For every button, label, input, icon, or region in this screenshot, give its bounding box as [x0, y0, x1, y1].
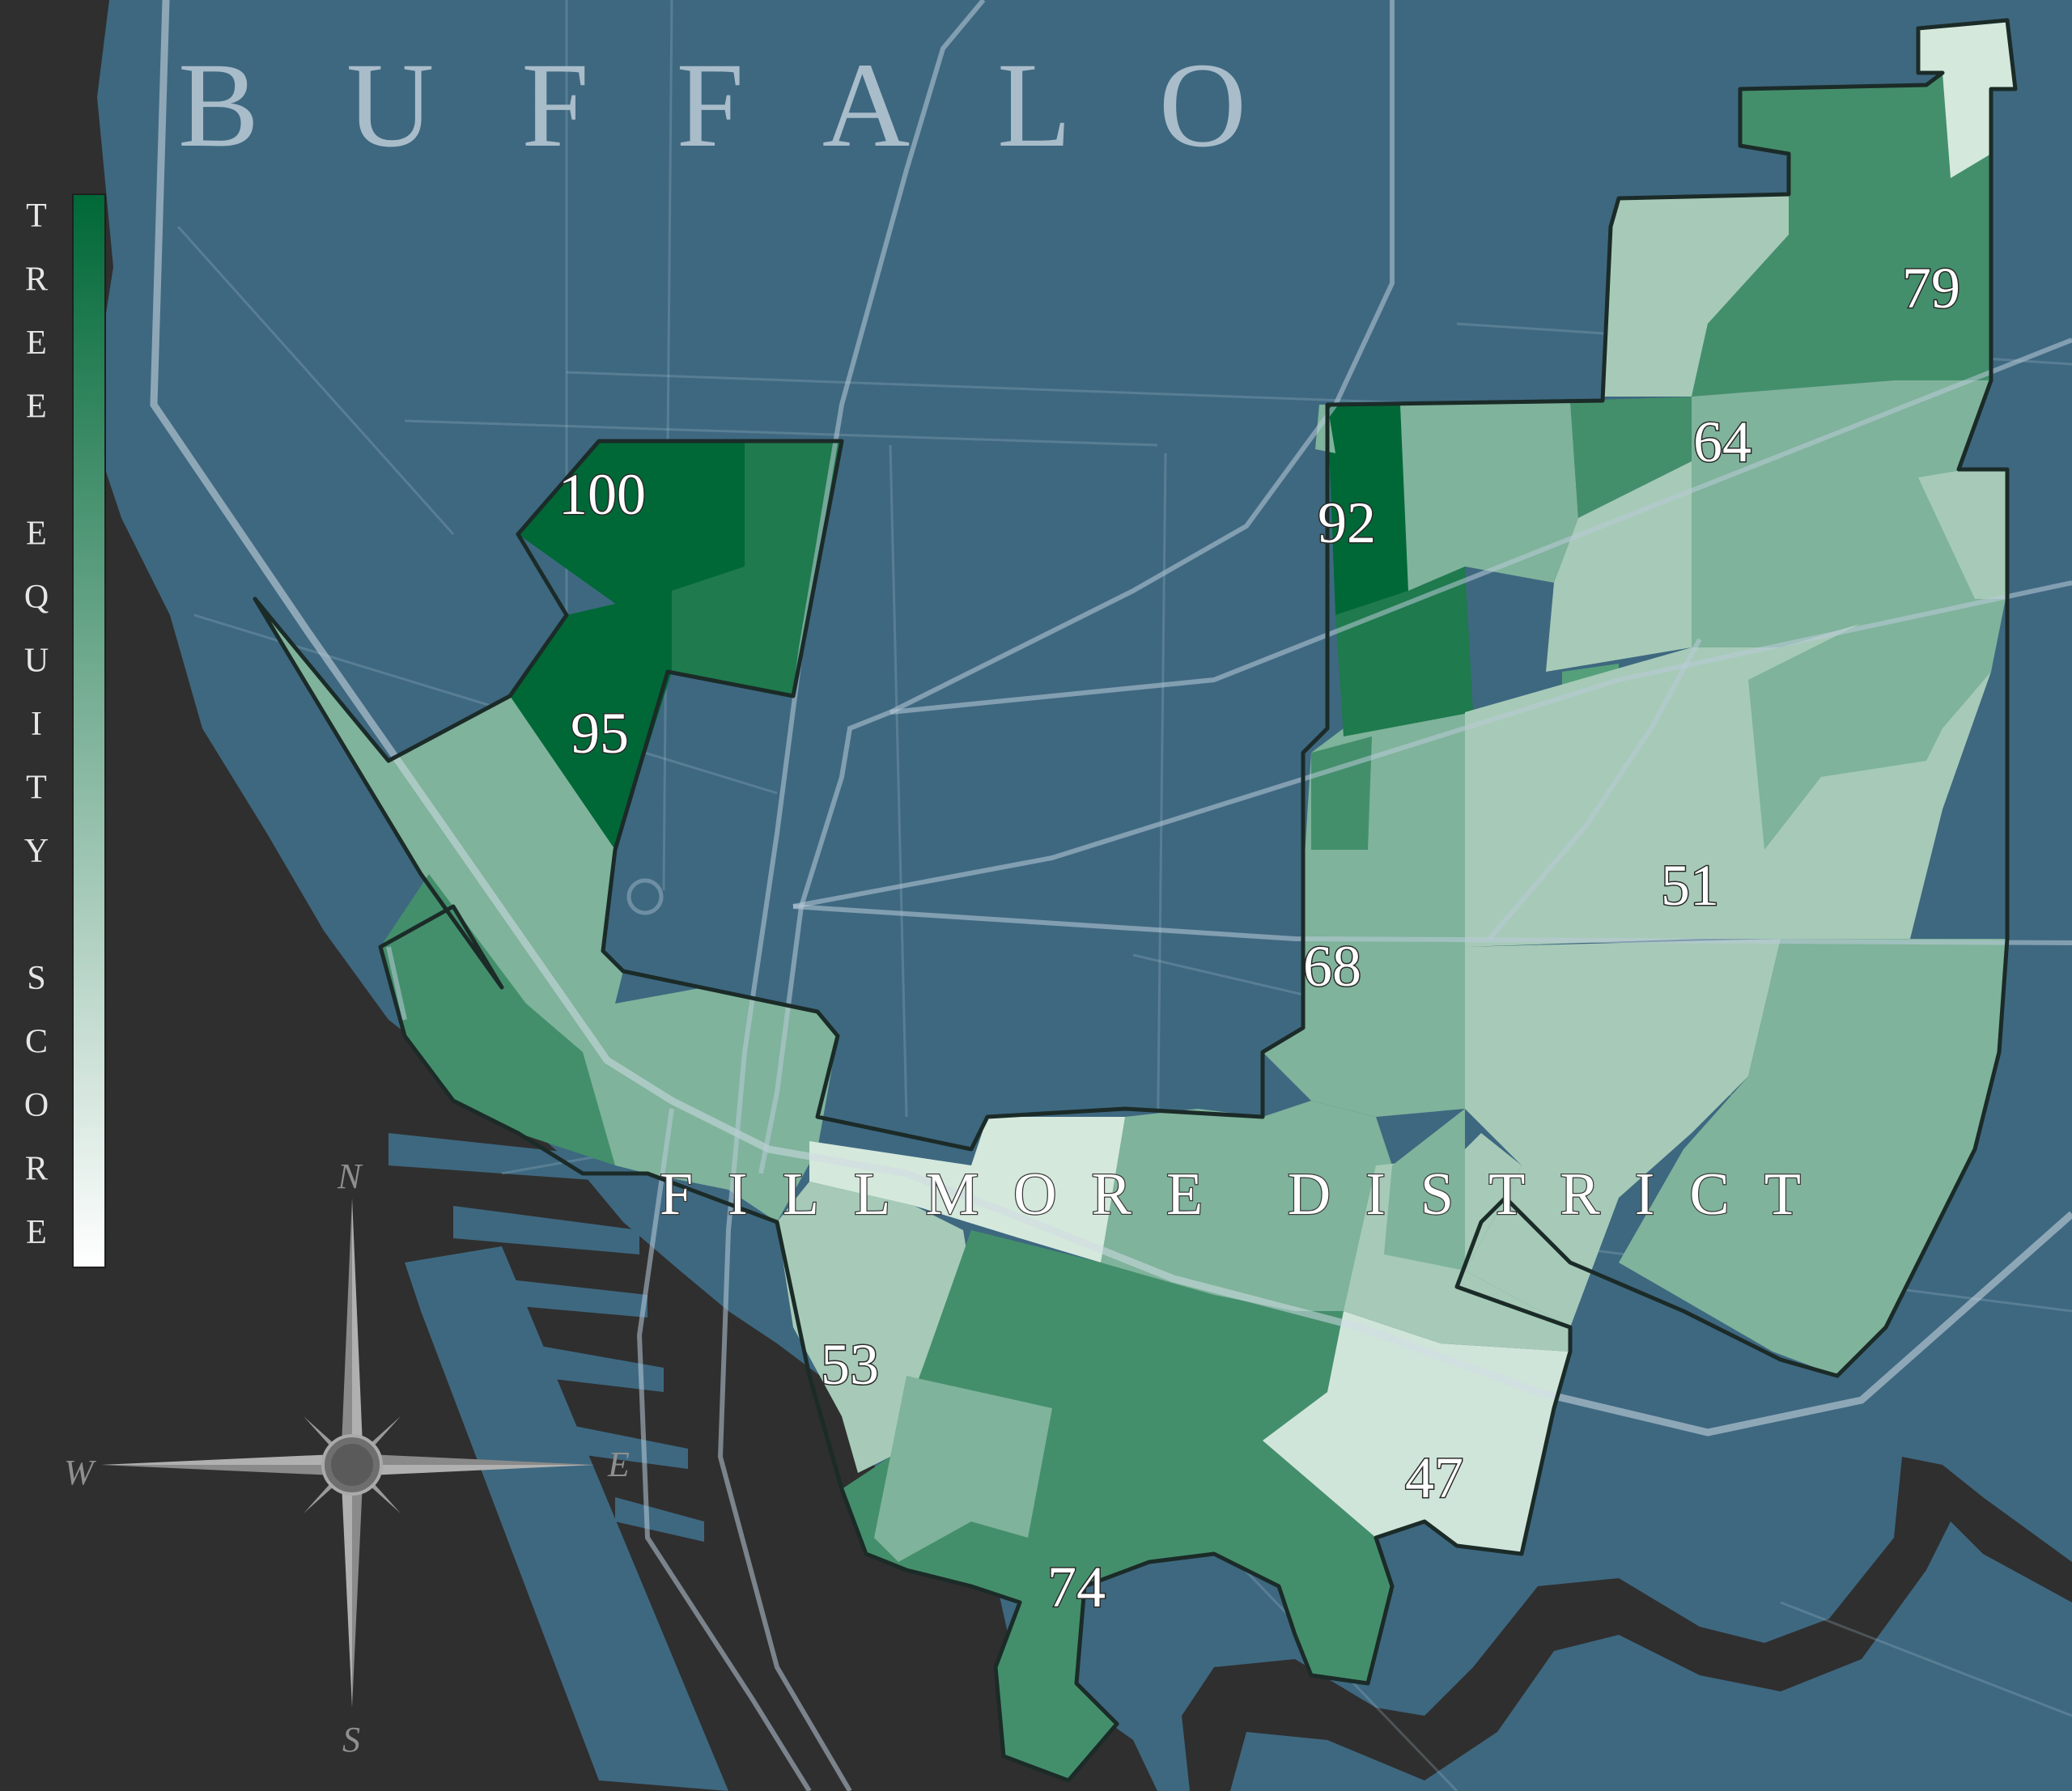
district-boundary — [253, 18, 2018, 1783]
legend-color-bar — [72, 193, 106, 1268]
legend-title-letter: R — [25, 1151, 48, 1188]
legend-title-letter: E — [26, 516, 47, 553]
tract-mid-light — [1546, 461, 1692, 672]
compass-west: W — [64, 1453, 96, 1492]
compass-north: N — [337, 1157, 363, 1196]
tract-se-green — [1619, 939, 2007, 1376]
compass-east: E — [607, 1445, 630, 1484]
tract-ne-big — [1692, 380, 2007, 672]
score-label: 79 — [1902, 256, 1960, 320]
score-label: 53 — [821, 1332, 879, 1397]
tract-waterfront — [380, 874, 615, 1165]
tract-c-green — [1384, 1109, 1465, 1271]
harbor-piers — [388, 1133, 728, 1791]
tract-92-side — [1335, 567, 1473, 736]
score-label: 64 — [1693, 410, 1751, 474]
tract-79 — [1692, 69, 1991, 397]
tract-se-big — [1465, 939, 1781, 1327]
legend-title-letter: E — [26, 325, 47, 362]
legend-title-letter: Y — [24, 833, 49, 870]
legend-title-letter: S — [27, 960, 45, 997]
city-title: BUFFALO — [178, 38, 1246, 172]
legend-title-letter: I — [31, 706, 42, 743]
tract-center — [1101, 1101, 1392, 1311]
tract-fill-light — [809, 1117, 1133, 1263]
score-label: 68 — [1303, 934, 1361, 999]
legend-title-letter: Q — [24, 579, 49, 616]
tract-74-west — [874, 1376, 1052, 1562]
tract-64-top — [1570, 397, 1700, 518]
tract-47 — [1263, 1311, 1570, 1554]
tract-95 — [510, 591, 672, 850]
score-label: 74 — [1047, 1555, 1106, 1619]
tracts — [255, 20, 2015, 1780]
legend-title-letter: T — [26, 197, 47, 235]
compass-rose-icon: N S E W — [64, 1157, 630, 1759]
tract-74 — [842, 1230, 1392, 1780]
river-bank — [817, 1424, 2072, 1791]
score-label: 92 — [1318, 490, 1376, 555]
legend-title-letter: U — [24, 643, 49, 680]
compass-south: S — [342, 1720, 360, 1759]
tract-e-green — [1748, 623, 1991, 850]
legend-title-letter: O — [24, 1087, 49, 1124]
tract-53 — [777, 1182, 971, 1473]
legend-title-letter: E — [26, 388, 47, 426]
score-labels: 100 95 92 79 64 68 51 53 74 47 — [558, 255, 1962, 1621]
legend-title-letter: C — [25, 1024, 48, 1061]
major-roads — [150, 0, 2072, 1791]
tract-n-right — [1400, 401, 1578, 591]
score-label: 100 — [558, 462, 646, 527]
tract-ne-light2 — [1918, 469, 2007, 599]
legend-title-letter: T — [26, 770, 47, 807]
tract-92 — [1327, 405, 1408, 615]
tract-ne-light — [1603, 194, 1789, 397]
score-label: 47 — [1405, 1445, 1463, 1510]
legend-title-letter: R — [25, 261, 48, 299]
tract-68-upper — [1311, 736, 1372, 850]
score-label: 95 — [571, 701, 629, 766]
legend-title-letter: E — [26, 1214, 47, 1251]
score-label: 51 — [1661, 853, 1719, 918]
tract-nw-b — [668, 441, 842, 696]
shoreline-land — [0, 0, 1157, 1791]
